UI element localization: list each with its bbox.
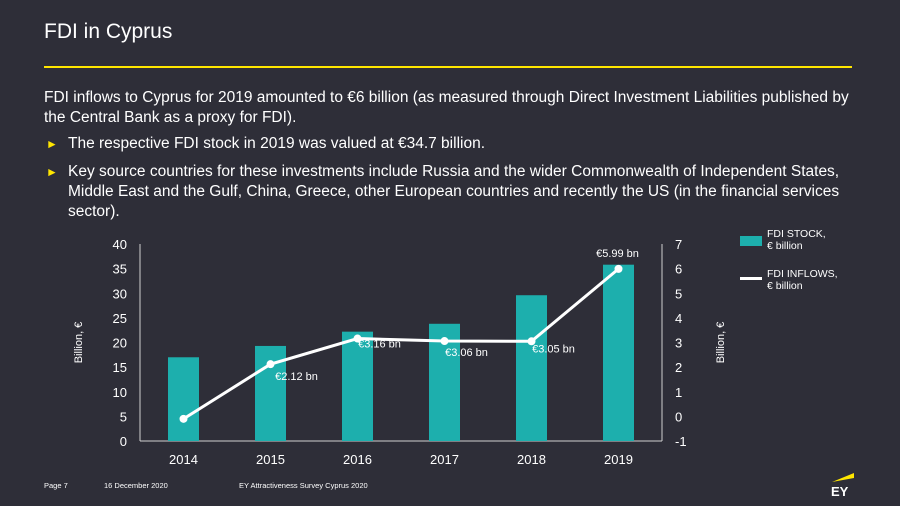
x-tick-label: 2019 [604,452,633,467]
y-tick-label: 15 [113,360,127,375]
fdi-chart-svg: 0 5 10 15 20 25 30 35 40 -1 0 1 2 3 4 5 6 7 Billion, € Bill… [73,237,727,467]
bullet-item: ► The respective FDI stock in 2019 was v… [44,134,856,154]
y-tick-label: 30 [113,286,127,301]
bullet-list: ► The respective FDI stock in 2019 was v… [44,134,856,230]
line-point-fdi-inflows [266,360,275,369]
y-tick-label: 20 [113,336,127,351]
data-label: €5.99 bn [596,248,639,260]
y-tick-label: 10 [113,385,127,400]
title-divider [44,66,852,68]
x-tick-label: 2018 [517,452,546,467]
fdi-chart: 0 5 10 15 20 25 30 35 40 -1 0 1 2 3 4 5 6 7 Billion, € Bill… [0,222,900,472]
data-label: €2.12 bn [275,371,318,383]
y2-tick-label: -1 [675,434,687,449]
line-point-fdi-inflows [353,334,362,343]
y2-tick-label: 6 [675,262,682,277]
y2-tick-label: 4 [675,311,682,326]
bullet-arrow-icon: ► [46,137,58,151]
y2-tick-label: 5 [675,286,682,301]
legend-swatch-bar [740,236,762,246]
y2-tick-label: 2 [675,360,682,375]
line-point-fdi-inflows [179,414,188,423]
bar-fdi-stock [603,264,634,441]
ey-logo-icon: EY [831,473,854,498]
data-label: €3.16 bn [358,339,401,351]
logo-text: EY [831,484,849,498]
slide-title: FDI in Cyprus [44,20,173,43]
y2-tick-label: 1 [675,385,682,400]
bar-fdi-stock [168,357,199,441]
x-tick-label: 2016 [343,452,372,467]
legend-item-inflows: FDI INFLOWS, € billion [740,268,850,308]
footer-page-number: Page 7 [44,481,68,490]
bullet-text: The respective FDI stock in 2019 was val… [68,135,486,152]
line-point-fdi-inflows [614,264,623,273]
legend-label: FDI INFLOWS, [767,268,838,280]
y-tick-label: 35 [113,262,127,277]
data-label: €3.06 bn [445,347,488,359]
y2-tick-label: 3 [675,336,682,351]
chart-legend: FDI STOCK, € billion FDI INFLOWS, € bill… [740,228,850,308]
y-tick-label: 5 [120,409,127,424]
intro-paragraph: FDI inflows to Cyprus for 2019 amounted … [44,89,849,126]
legend-label: € billion [767,240,803,252]
legend-swatch-line [740,277,762,280]
legend-item-stock: FDI STOCK, € billion [740,228,850,268]
line-point-fdi-inflows [440,337,449,346]
bullet-arrow-icon: ► [46,165,58,179]
y-tick-label: 25 [113,311,127,326]
y2-axis-label: Billion, € [715,322,727,364]
line-fdi-inflows [182,267,620,421]
bullet-text: Key source countries for these investmen… [68,163,840,220]
footer-report-title: EY Attractiveness Survey Cyprus 2020 [239,481,368,490]
footer-date: 16 December 2020 [104,481,168,490]
bar-fdi-stock [342,331,373,441]
legend-label: € billion [767,280,803,292]
bar-fdi-stock [516,295,547,441]
y2-tick-label: 7 [675,237,682,252]
y2-tick-label: 0 [675,409,682,424]
x-tick-label: 2017 [430,452,459,467]
bullet-item: ► Key source countries for these investm… [44,162,856,222]
x-tick-label: 2015 [256,452,285,467]
y-tick-label: 0 [120,434,127,449]
legend-label: FDI STOCK, [767,228,826,240]
data-label: €3.05 bn [532,343,575,355]
line-point-fdi-inflows [527,337,536,346]
y-tick-label: 40 [113,237,127,252]
x-tick-label: 2014 [169,452,198,467]
y-axis-label: Billion, € [73,322,85,364]
